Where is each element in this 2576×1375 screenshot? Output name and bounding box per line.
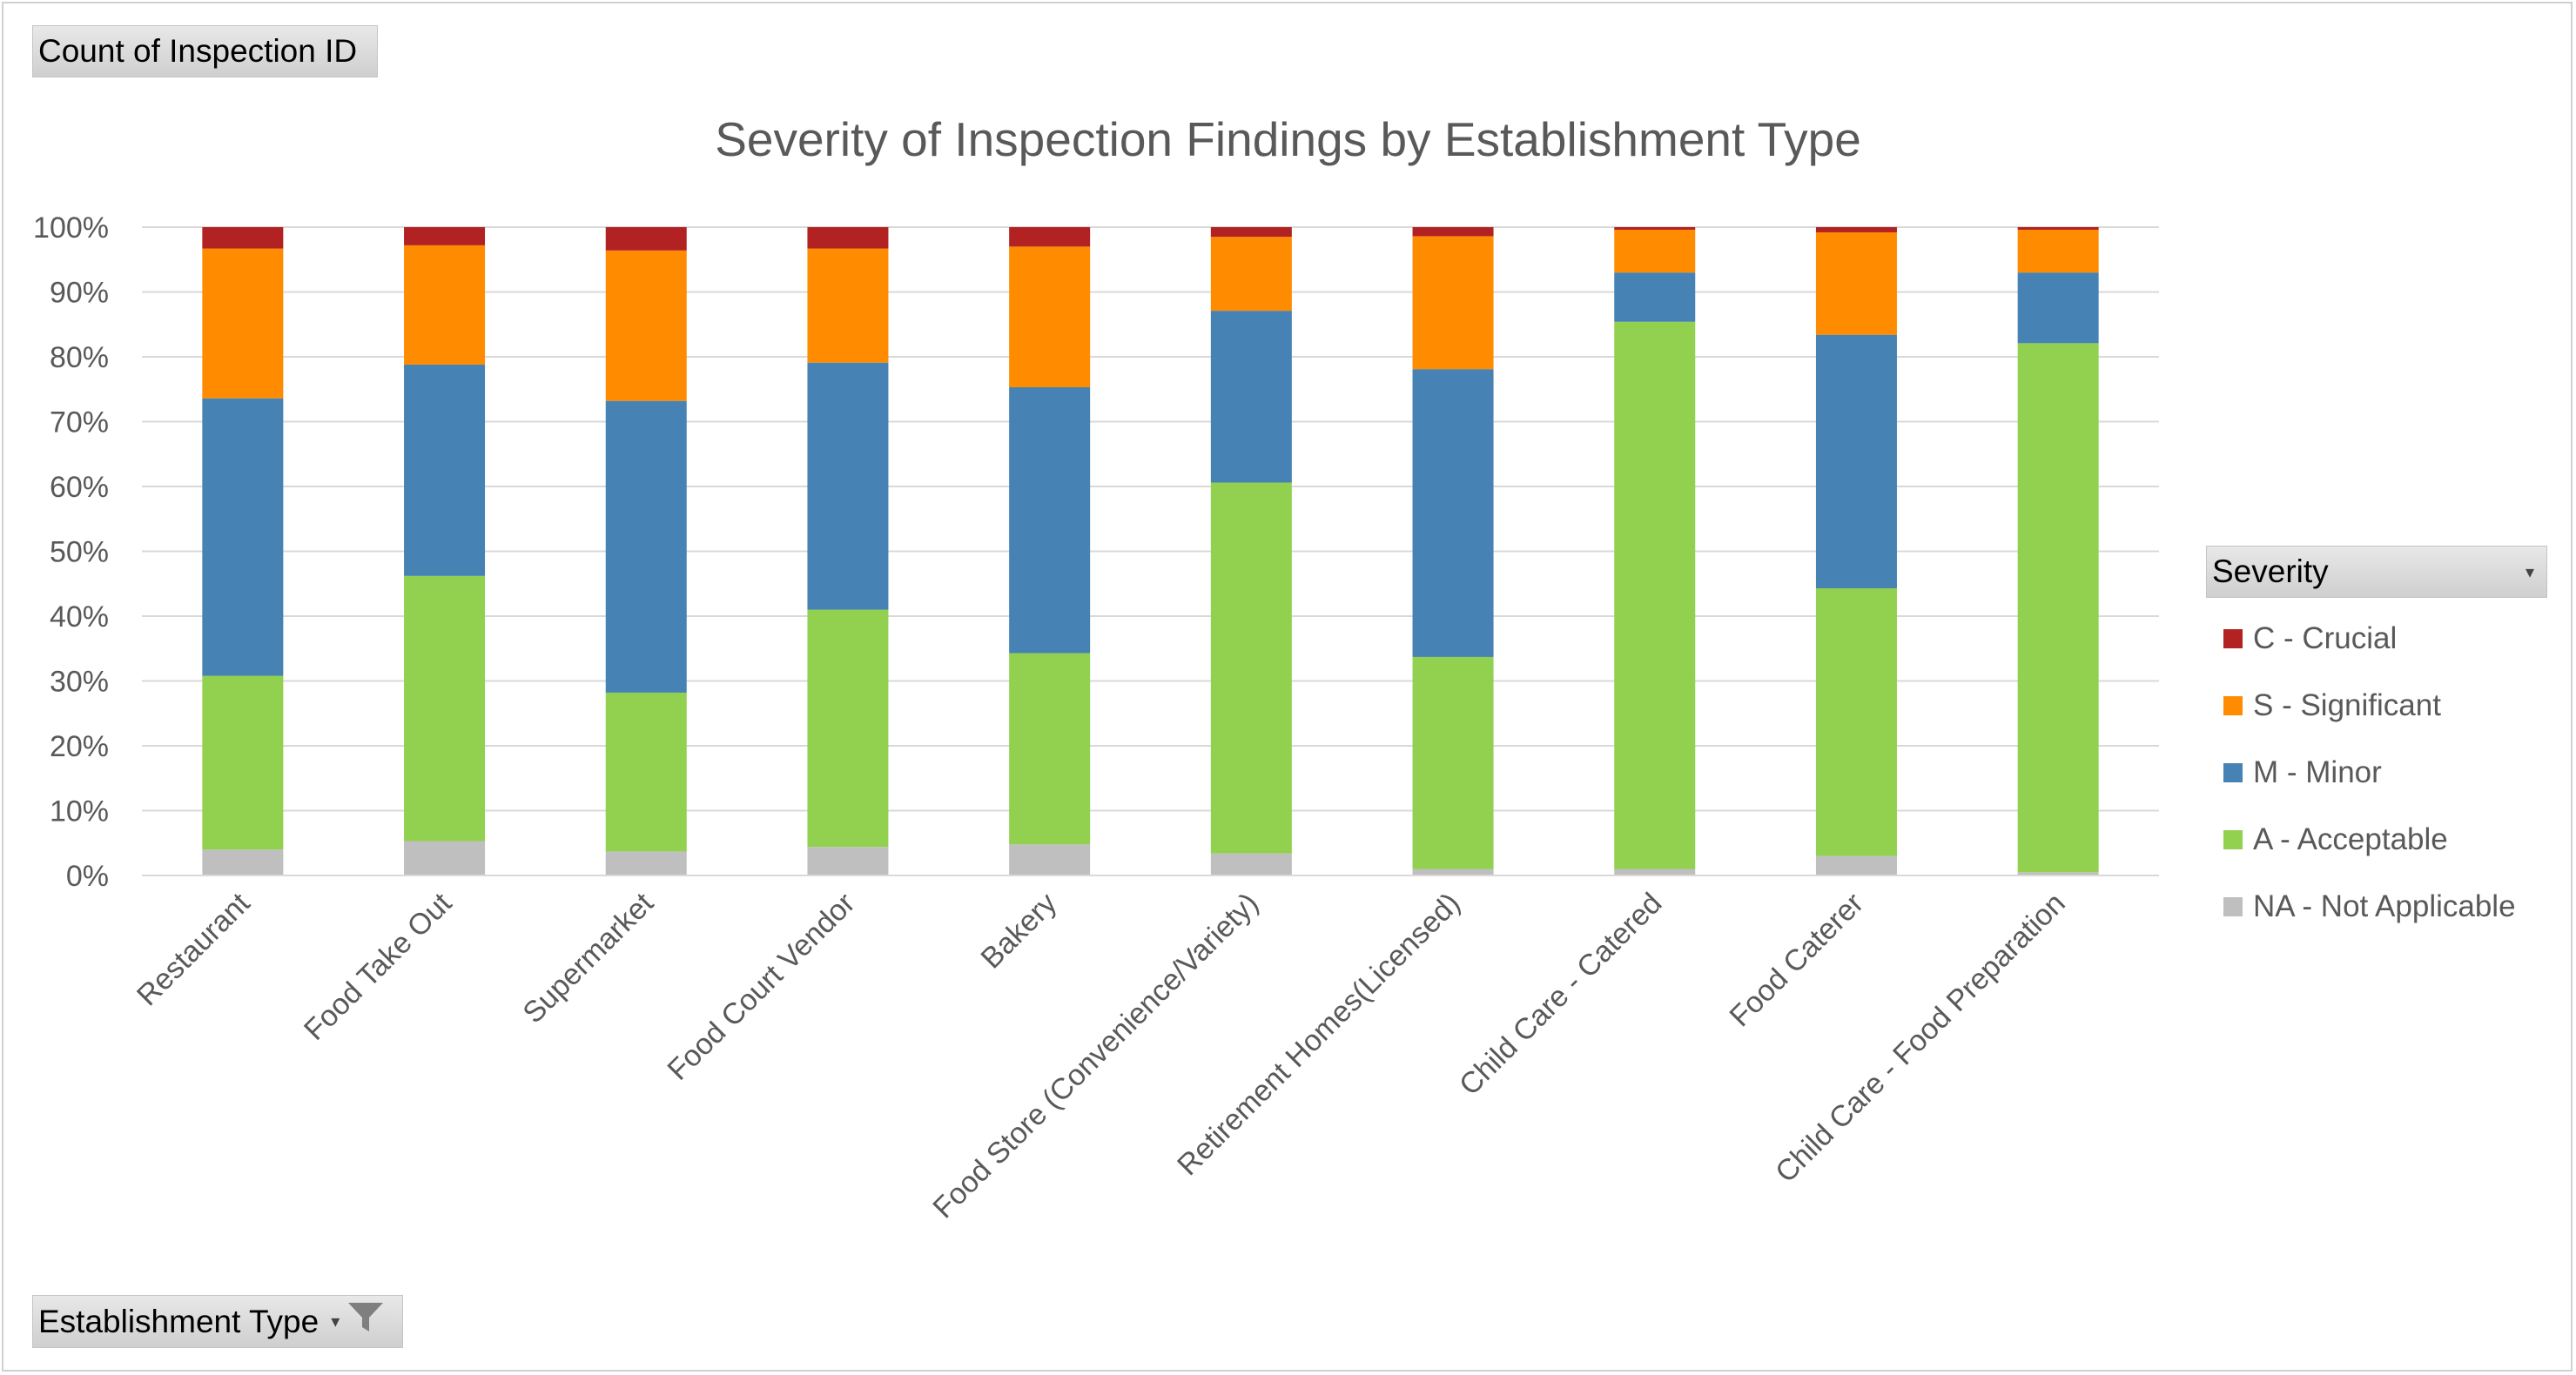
x-tick-label: Bakery — [975, 887, 1064, 976]
x-tick-label: Food Take Out — [298, 886, 459, 1047]
bar-segment — [807, 227, 889, 249]
legend-swatch — [2223, 762, 2243, 782]
x-tick-label: Child Care - Catered — [1453, 887, 1668, 1102]
bar-segment — [1815, 587, 1897, 856]
bar-segment — [1009, 387, 1091, 654]
bar-segment — [1412, 236, 1494, 370]
bar-segment — [2017, 872, 2099, 875]
dropdown-arrow-icon: ▾ — [2525, 562, 2534, 582]
bar-segment — [807, 362, 889, 610]
bar-segment — [1412, 869, 1494, 875]
bar-segment — [1815, 334, 1897, 588]
legend-swatch — [2223, 695, 2243, 715]
x-tick-label: Food Caterer — [1724, 887, 1871, 1034]
bar-segment — [605, 851, 687, 875]
bar-segment — [1210, 237, 1292, 312]
value-field-label: Count of Inspection ID — [38, 33, 358, 69]
bar-segment — [1614, 869, 1696, 875]
bar-segment — [404, 841, 486, 875]
legend-header-label: Severity — [2212, 553, 2329, 589]
y-tick-label: 90% — [50, 277, 109, 310]
y-tick-label: 40% — [50, 600, 109, 634]
bar-segment — [1614, 321, 1696, 869]
bar-segment — [202, 398, 284, 676]
legend-label: A - Acceptable — [2253, 822, 2448, 856]
bar-segment — [1412, 656, 1494, 869]
bar-segment — [1009, 844, 1091, 875]
bar-segment — [2017, 229, 2099, 273]
bar-segment — [202, 227, 284, 249]
y-tick-label: 70% — [50, 406, 109, 439]
bar-segment — [1815, 227, 1897, 232]
legend-filter-button[interactable]: Severity ▾ — [2206, 546, 2547, 598]
y-tick-label: 20% — [50, 730, 109, 763]
bar-segment — [404, 227, 486, 245]
bar-segment — [1614, 227, 1696, 230]
legend-label: S - Significant — [2253, 688, 2441, 722]
bar-segment — [1210, 311, 1292, 483]
y-tick-label: 10% — [50, 795, 109, 828]
bar-segment — [1412, 227, 1494, 237]
filter-funnel-icon — [346, 1300, 385, 1343]
bar-segment — [1210, 853, 1292, 875]
legend-swatch — [2223, 829, 2243, 849]
bar-segment — [605, 250, 687, 401]
y-tick-label: 50% — [50, 536, 109, 569]
bar-segment — [1815, 855, 1897, 875]
bar-segment — [2017, 343, 2099, 873]
bar-segment — [404, 245, 486, 365]
value-field-button[interactable]: Count of Inspection ID — [32, 25, 378, 77]
bar-segment — [605, 692, 687, 852]
bar-segment — [807, 609, 889, 848]
y-tick-label: 80% — [50, 341, 109, 374]
x-tick-label: Food Store (Convenience/Variety) — [926, 887, 1265, 1225]
x-tick-label: Supermarket — [516, 886, 660, 1030]
legend-item: C - Crucial — [2206, 605, 2547, 672]
legend-label: M - Minor — [2253, 755, 2382, 789]
bar-segment — [202, 675, 284, 850]
bar-segment — [2017, 272, 2099, 344]
bar-segment — [202, 248, 284, 399]
legend-item: A - Acceptable — [2206, 806, 2547, 873]
bar-segment — [404, 364, 486, 576]
bar-segment — [1009, 246, 1091, 388]
bar-segment — [807, 248, 889, 363]
bar-segment — [404, 575, 486, 842]
x-tick-label: Food Court Vendor — [662, 887, 862, 1087]
legend-items: C - Crucial S - Significant M - Minor A - A… — [2206, 605, 2547, 940]
bar-segment — [202, 849, 284, 875]
bar-segment — [807, 847, 889, 875]
legend-label: NA - Not Applicable — [2253, 889, 2516, 923]
bar-segment — [1412, 369, 1494, 657]
bar-segment — [2017, 227, 2099, 230]
axis-field-button[interactable]: Establishment Type ▾ — [32, 1295, 403, 1348]
bar-segment — [1210, 227, 1292, 238]
legend: Severity ▾ C - Crucial S - Significant M -… — [2206, 546, 2547, 940]
legend-item: NA - Not Applicable — [2206, 873, 2547, 940]
legend-swatch — [2223, 896, 2243, 916]
y-tick-label: 30% — [50, 666, 109, 699]
y-tick-label: 100% — [33, 211, 109, 245]
bar-segment — [1009, 653, 1091, 845]
legend-item: S - Significant — [2206, 672, 2547, 739]
chart-title: Severity of Inspection Findings by Estab… — [715, 112, 1861, 166]
y-tick-label: 60% — [50, 471, 109, 504]
legend-swatch — [2223, 628, 2243, 648]
dropdown-arrow-icon: ▾ — [331, 1312, 340, 1331]
bar-segment — [1614, 272, 1696, 322]
legend-label: C - Crucial — [2253, 620, 2398, 655]
bar-segment — [1009, 227, 1091, 247]
bar-segment — [605, 400, 687, 693]
x-tick-label: Restaurant — [131, 886, 257, 1012]
bar-segment — [1210, 482, 1292, 854]
bar-segment — [1815, 231, 1897, 335]
axis-field-label: Establishment Type — [38, 1303, 319, 1339]
y-tick-label: 0% — [66, 860, 109, 893]
bar-segment — [605, 227, 687, 251]
legend-item: M - Minor — [2206, 739, 2547, 806]
bar-segment — [1614, 229, 1696, 273]
